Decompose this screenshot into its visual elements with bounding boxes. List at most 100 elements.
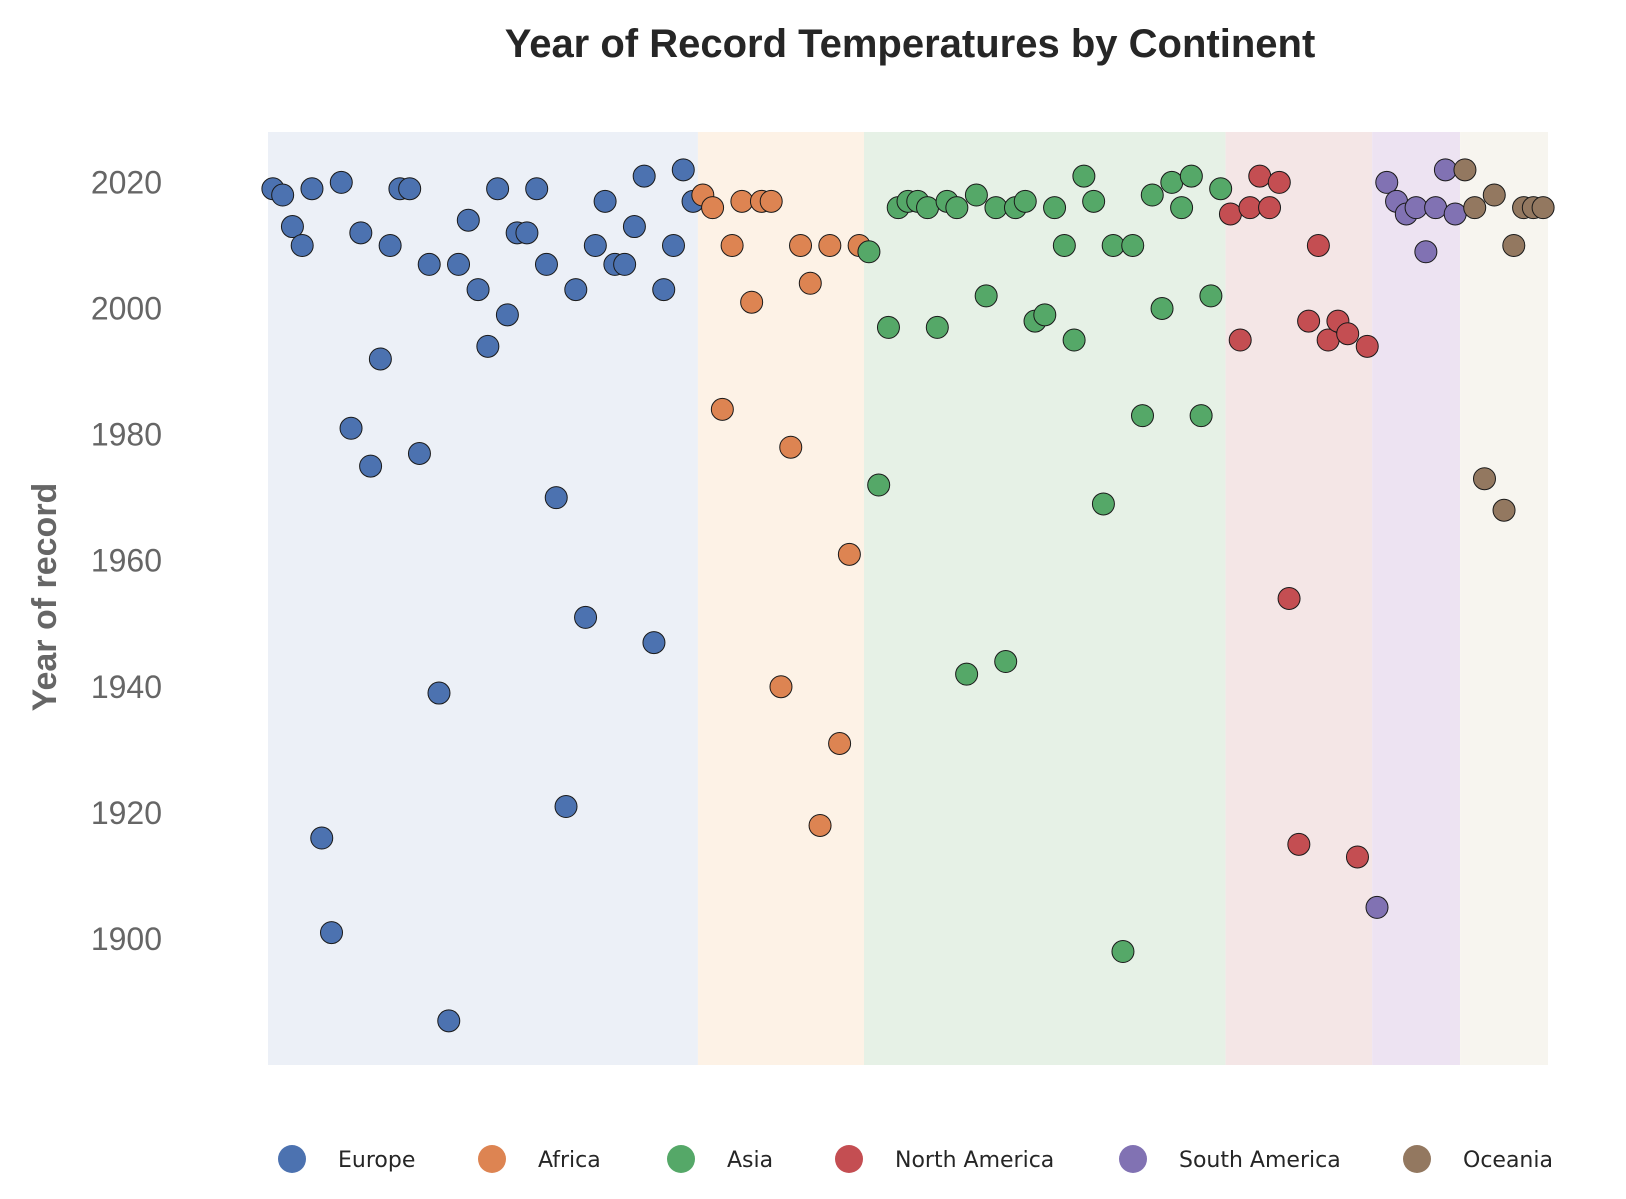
point-2-24: [1091, 492, 1115, 516]
point-2-33: [1179, 164, 1203, 188]
point-2-12: [974, 284, 998, 308]
point-2-25: [1101, 233, 1125, 257]
point-0-42: [671, 158, 695, 182]
point-1-7: [759, 189, 783, 213]
point-3-6: [1277, 587, 1301, 610]
band-5: [1460, 132, 1548, 1065]
point-5-2: [1472, 467, 1496, 491]
point-0-27: [525, 177, 549, 201]
point-0-29: [544, 486, 568, 510]
point-5-5: [1502, 233, 1526, 257]
point-3-2: [1238, 196, 1262, 220]
point-0-20: [456, 208, 480, 232]
legend: Europe Africa Asia North America South Ameri…: [278, 1145, 1553, 1173]
point-2-27: [1121, 233, 1145, 257]
legend-marker-1: [478, 1145, 506, 1173]
point-2-14: [994, 650, 1018, 674]
point-0-34: [593, 189, 617, 213]
point-1-9: [779, 435, 803, 459]
point-1-11: [798, 271, 822, 295]
point-1-3: [720, 233, 744, 257]
point-2-0: [857, 240, 881, 264]
point-3-3: [1248, 164, 1272, 188]
point-0-40: [652, 278, 676, 302]
point-2-18: [1033, 303, 1057, 327]
point-0-3: [290, 233, 314, 257]
point-2-2: [876, 315, 900, 339]
point-5-8: [1531, 196, 1555, 220]
point-3-5: [1267, 170, 1291, 194]
point-0-8: [339, 416, 363, 440]
point-2-28: [1131, 404, 1154, 428]
data-points: [261, 158, 1555, 1033]
legend-marker-5: [1403, 1145, 1431, 1173]
point-2-1: [867, 473, 891, 497]
point-0-19: [447, 252, 471, 276]
y-tick-label-2: 1940: [91, 669, 162, 705]
point-1-2: [710, 397, 734, 421]
point-2-30: [1150, 297, 1174, 321]
point-2-29: [1140, 183, 1164, 207]
point-0-17: [427, 681, 451, 705]
point-2-22: [1072, 164, 1096, 188]
point-5-4: [1492, 498, 1516, 522]
point-4-6: [1424, 196, 1448, 220]
point-0-14: [398, 177, 422, 201]
point-0-26: [515, 221, 539, 245]
point-0-18: [437, 1009, 461, 1033]
point-3-9: [1306, 233, 1330, 257]
y-axis: 1900 1920 1940 1960 1980 2000 2020: [91, 164, 162, 956]
point-3-1: [1228, 328, 1252, 352]
point-0-12: [378, 233, 402, 257]
point-4-0: [1365, 895, 1389, 919]
point-5-3: [1482, 183, 1506, 207]
point-0-5: [310, 826, 334, 850]
point-1-14: [828, 731, 852, 755]
point-4-7: [1433, 158, 1457, 182]
point-0-4: [300, 177, 324, 201]
point-0-33: [583, 233, 607, 257]
point-0-23: [486, 177, 510, 201]
point-0-9: [349, 221, 373, 245]
legend-marker-4: [1119, 1145, 1147, 1173]
point-0-36: [613, 252, 637, 276]
point-0-24: [495, 303, 519, 327]
legend-label-3: North America: [895, 1148, 1054, 1173]
point-0-38: [632, 164, 656, 188]
point-1-4: [730, 189, 754, 213]
point-2-11: [964, 183, 988, 207]
point-0-41: [662, 233, 685, 257]
point-0-39: [642, 631, 666, 655]
point-2-6: [916, 196, 940, 220]
point-3-0: [1218, 202, 1242, 226]
band-2: [864, 132, 1226, 1065]
legend-marker-3: [835, 1145, 863, 1173]
y-tick-label-1: 1920: [91, 795, 162, 831]
legend-label-0: Europe: [338, 1148, 415, 1173]
point-0-1: [271, 183, 295, 207]
point-2-10: [955, 662, 979, 686]
point-1-10: [789, 233, 813, 257]
point-3-7: [1287, 832, 1311, 856]
point-3-4: [1258, 196, 1282, 220]
point-2-31: [1160, 170, 1184, 194]
point-2-9: [945, 196, 969, 220]
y-tick-label-0: 1900: [91, 921, 162, 957]
point-2-7: [925, 315, 949, 339]
point-1-13: [818, 233, 842, 257]
band-1: [697, 132, 865, 1065]
point-2-35: [1199, 284, 1223, 308]
point-0-11: [368, 347, 392, 371]
point-2-20: [1052, 233, 1076, 257]
point-1-8: [769, 675, 793, 699]
point-4-1: [1375, 170, 1399, 194]
point-5-0: [1453, 158, 1477, 182]
band-4: [1372, 132, 1461, 1065]
point-2-21: [1062, 328, 1086, 352]
point-1-12: [808, 813, 832, 837]
y-axis-label: Year of record: [26, 483, 64, 712]
point-3-8: [1297, 309, 1321, 333]
point-0-6: [320, 921, 344, 945]
point-0-22: [476, 334, 500, 358]
